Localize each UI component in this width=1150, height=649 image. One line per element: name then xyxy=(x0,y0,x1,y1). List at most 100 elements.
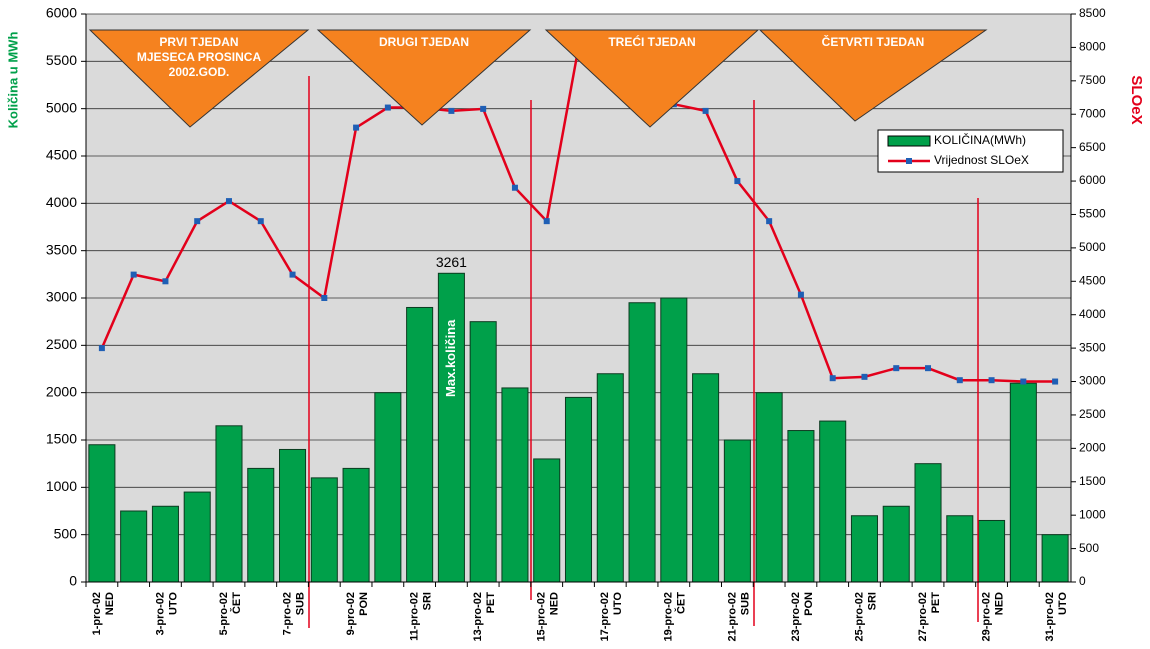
marker xyxy=(543,218,550,225)
bar xyxy=(787,430,815,583)
y-tick-label: 3500 xyxy=(46,241,77,257)
marker xyxy=(797,291,804,298)
y-tick-label: 2000 xyxy=(46,383,77,399)
bar xyxy=(215,425,243,583)
x-tick-label: 25-pro-02 xyxy=(853,592,865,642)
bar xyxy=(596,373,624,583)
x-tick-label: 29-pro-02 xyxy=(980,592,992,642)
x-tick-weekday: NED xyxy=(549,592,561,615)
y2-tick-label: 8500 xyxy=(1079,6,1106,20)
bar xyxy=(755,392,783,583)
x-tick-weekday: UTO xyxy=(612,592,624,615)
x-tick-label: 5-pro-02 xyxy=(218,592,230,635)
x-tick-weekday: PON xyxy=(803,592,815,616)
x-tick-label: 1-pro-02 xyxy=(91,592,103,635)
x-tick-label: 9-pro-02 xyxy=(345,592,357,635)
bar xyxy=(469,321,497,583)
y-tick-label: 4500 xyxy=(46,147,77,163)
legend: KOLIČINA(MWh) Vrijednost SLOeX xyxy=(877,129,1064,173)
y2-tick-label: 6500 xyxy=(1079,140,1106,154)
x-tick-weekday: UTO xyxy=(167,592,179,615)
x-tick-weekday: SUB xyxy=(739,592,751,615)
y-tick-label: 1500 xyxy=(46,431,77,447)
bar xyxy=(183,491,211,583)
marker xyxy=(225,198,232,205)
y2-tick-label: 4500 xyxy=(1079,273,1106,287)
marker xyxy=(257,218,264,225)
x-tick-weekday: ČET xyxy=(675,592,688,614)
week-triangle xyxy=(88,29,310,128)
bar xyxy=(279,448,307,583)
x-tick-label: 17-pro-02 xyxy=(599,592,611,642)
legend-marker xyxy=(906,158,912,164)
x-tick-label: 27-pro-02 xyxy=(917,592,929,642)
bar xyxy=(819,420,847,583)
bar xyxy=(850,515,878,583)
marker xyxy=(162,278,169,285)
bar xyxy=(310,477,338,583)
marker xyxy=(384,104,391,111)
bar xyxy=(501,387,529,583)
bar xyxy=(533,458,561,583)
y2-tick-label: 5000 xyxy=(1079,240,1106,254)
bar xyxy=(151,505,179,583)
x-tick-weekday: ČET xyxy=(230,592,243,614)
bar xyxy=(1009,382,1037,583)
y2-tick-label: 2500 xyxy=(1079,407,1106,421)
week-triangle xyxy=(758,29,988,122)
marker xyxy=(766,218,773,225)
bar xyxy=(978,519,1006,583)
week-label: DRUGI TJEDAN xyxy=(379,35,469,49)
x-tick-weekday: SUB xyxy=(294,592,306,615)
marker xyxy=(734,178,741,185)
y2-tick-label: 4000 xyxy=(1079,307,1106,321)
y-tick-label: 3000 xyxy=(46,289,77,305)
legend-label: Vrijednost SLOeX xyxy=(934,153,1029,167)
y2-tick-label: 5500 xyxy=(1079,207,1106,221)
marker xyxy=(448,107,455,114)
y-tick-label: 1000 xyxy=(46,478,77,494)
bar xyxy=(723,439,751,583)
x-tick-weekday: NED xyxy=(993,592,1005,615)
bar xyxy=(628,302,656,583)
x-tick-label: 3-pro-02 xyxy=(154,592,166,635)
marker xyxy=(1052,378,1059,385)
week-label: ČETVRTI TJEDAN xyxy=(822,34,925,49)
bar xyxy=(406,306,434,583)
week-label: 2002.GOD. xyxy=(169,65,230,79)
x-tick-label: 23-pro-02 xyxy=(790,592,802,642)
bars: 3261 Max.količina xyxy=(88,254,1069,583)
x-tick-label: 13-pro-02 xyxy=(472,592,484,642)
bar xyxy=(1041,534,1069,583)
y2-tick-label: 7000 xyxy=(1079,106,1106,120)
y-tick-label: 500 xyxy=(54,525,78,541)
bar xyxy=(120,510,148,583)
y2-tick-label: 2000 xyxy=(1079,441,1106,455)
marker xyxy=(829,375,836,382)
marker xyxy=(130,271,137,278)
y2-tick-label: 7500 xyxy=(1079,73,1106,87)
marker xyxy=(925,365,932,372)
x-tick-weekday: SRI xyxy=(866,592,878,610)
marker xyxy=(98,345,105,352)
axes: 0 500 1000 1500 2000 2500 3000 3500 4000 4500 5000… xyxy=(46,5,1106,642)
marker xyxy=(289,271,296,278)
x-tick-weekday: PON xyxy=(358,592,370,616)
x-tick-label: 11-pro-02 xyxy=(409,592,421,641)
x-tick-label: 19-pro-02 xyxy=(663,592,675,642)
marker xyxy=(321,295,328,301)
bar xyxy=(882,505,910,583)
y-axis-title: Količina u MWh xyxy=(5,32,20,129)
data-label: 3261 xyxy=(436,254,467,270)
marker xyxy=(861,373,868,380)
x-tick-weekday: NED xyxy=(104,592,116,615)
marker xyxy=(1020,378,1027,385)
y2-tick-label: 1500 xyxy=(1079,474,1106,488)
week-label: PRVI TJEDAN xyxy=(159,35,238,49)
x-tick-label: 7-pro-02 xyxy=(281,592,293,635)
y2-tick-label: 1000 xyxy=(1079,507,1106,521)
y-tick-label: 2500 xyxy=(46,336,77,352)
y2-tick-label: 0 xyxy=(1079,574,1086,588)
legend-swatch xyxy=(887,135,931,147)
